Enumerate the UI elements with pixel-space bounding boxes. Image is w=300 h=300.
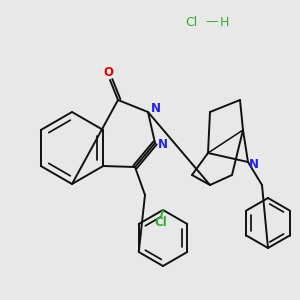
Text: N: N bbox=[249, 158, 259, 172]
Text: H: H bbox=[220, 16, 230, 28]
Text: O: O bbox=[103, 65, 113, 79]
Text: N: N bbox=[151, 101, 161, 115]
Text: —: — bbox=[205, 16, 217, 28]
Text: Cl: Cl bbox=[154, 215, 167, 229]
Text: Cl: Cl bbox=[185, 16, 197, 28]
Text: N: N bbox=[158, 139, 168, 152]
